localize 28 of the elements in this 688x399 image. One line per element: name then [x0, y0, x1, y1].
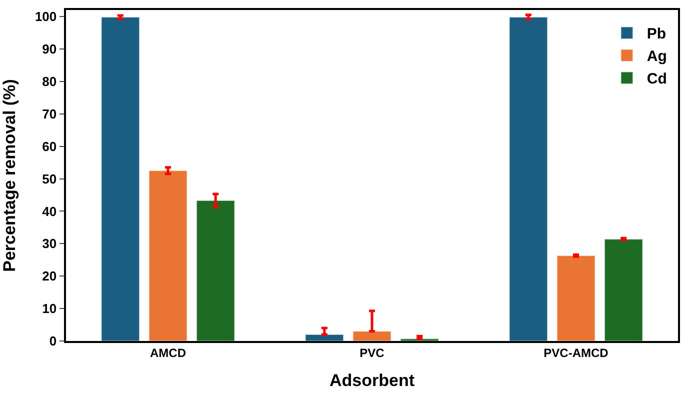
legend-label: Pb [646, 26, 666, 43]
bar [400, 338, 440, 341]
x-tick-label: AMCD [150, 346, 186, 360]
y-tick-label: 50 [42, 171, 57, 186]
y-tick-label: 0 [49, 334, 57, 349]
x-tick-label: PVC-AMCD [544, 346, 609, 360]
bar [196, 200, 236, 341]
bar [508, 16, 548, 341]
bar [556, 255, 596, 341]
x-axis-title: Adsorbent [330, 371, 415, 390]
y-axis-title: Percentage removal (%) [0, 79, 19, 272]
bar [100, 16, 140, 341]
y-tick-label: 20 [42, 268, 57, 284]
y-tick-label: 100 [34, 9, 57, 24]
legend-label: Cd [646, 70, 667, 88]
x-tick-label: PVC [360, 346, 385, 360]
y-tick-label: 40 [42, 204, 57, 219]
y-tick-label: 30 [42, 236, 57, 252]
bar [352, 330, 392, 341]
legend-label: Ag [646, 48, 667, 66]
bar [604, 238, 644, 341]
y-tick-label: 70 [42, 106, 57, 122]
y-tick-label: 10 [42, 301, 57, 316]
y-tick-label: 90 [42, 41, 57, 56]
bar [304, 334, 344, 341]
y-tick-label: 60 [42, 138, 57, 154]
y-tick-label: 80 [42, 74, 57, 89]
bar [148, 170, 188, 341]
